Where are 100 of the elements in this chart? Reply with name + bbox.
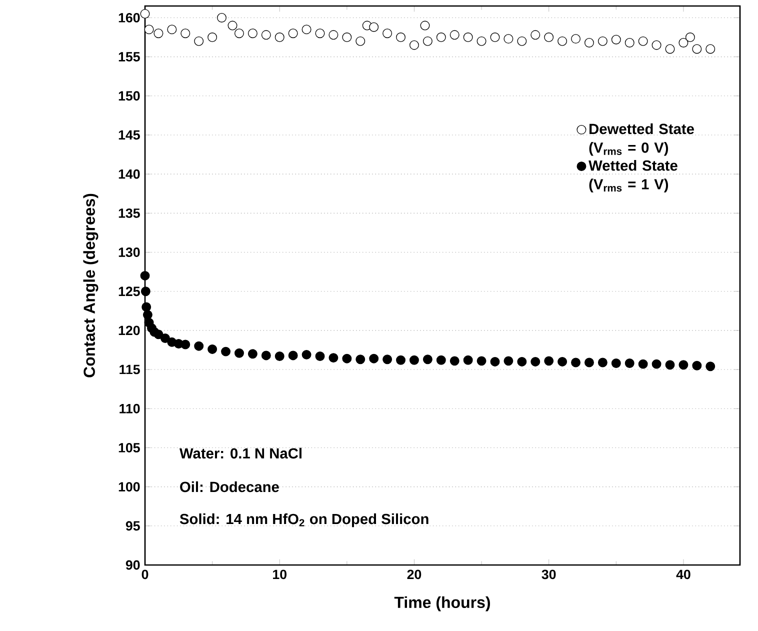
point [504,34,514,44]
y-tick-label: 155 [118,52,140,62]
y-tick-label: 105 [118,443,140,452]
point [490,356,500,366]
point [624,358,634,368]
point [420,20,430,30]
legend-label: Wetted State (V$_{rms}$ = 1 V) [588,160,678,192]
point [396,32,406,42]
point [154,330,164,340]
point [248,349,258,359]
point [234,28,244,38]
point [584,38,594,48]
point [571,34,580,44]
y-tick-label: 140 [118,169,140,179]
point [476,36,486,46]
y-tick-label: 150 [118,91,140,101]
point [140,286,150,296]
point [315,28,325,38]
point [685,32,695,42]
y-tick-label: 145 [118,130,140,140]
point [144,24,154,34]
point [706,44,716,54]
point [248,28,258,38]
point [409,355,419,365]
point [356,354,366,364]
point [342,32,352,42]
point [652,359,662,369]
point [422,354,432,364]
x-tick-label: 30 [542,570,556,580]
annotation: Solid: 14 nm HfO$_{2}$ on Doped Silicon [180,513,428,528]
point [611,358,621,368]
y-tick-label: 120 [118,326,140,336]
x-tick-label: 40 [676,570,690,580]
point [665,44,675,54]
point [228,20,238,30]
point [544,32,554,42]
y-tick-label: 135 [118,208,140,218]
point [221,346,231,356]
x-tick-label: 0 [142,570,148,580]
y-tick-label: 160 [118,13,140,22]
point [530,356,540,366]
point [598,358,608,368]
point [288,28,298,38]
point [450,356,460,366]
point [217,12,226,22]
x-axis-title: Time (hours) [394,596,490,612]
point [208,344,218,354]
y-tick-label: 125 [118,286,140,296]
point [611,34,621,44]
point [167,24,177,34]
point [450,30,460,40]
y-tick-label: 130 [118,248,140,257]
y-tick-label: 115 [120,364,140,374]
point [436,32,446,42]
point [476,356,486,366]
point [288,350,298,360]
point [382,354,392,364]
x-tick-label: 10 [273,570,286,580]
point [274,352,284,361]
point [692,44,702,54]
point [598,36,608,46]
y-tick-label: 95 [126,521,140,531]
y-tick-label: 110 [120,404,140,414]
point [544,356,554,366]
annotation: Water: 0.1 N NaCl [179,448,302,459]
point [517,36,527,46]
point [194,36,204,46]
point [665,360,675,370]
point [180,28,190,38]
point [142,302,152,312]
point [652,40,662,50]
point [234,348,244,358]
point [140,9,150,19]
point [261,30,271,40]
x-tick-label: 20 [407,570,422,580]
point [571,358,580,368]
point [328,30,338,40]
point [584,358,594,368]
point [140,270,150,280]
point [436,355,446,365]
point [558,36,568,46]
legend-label: Dewetted State (V$_{rms}$ = 0 V) [589,123,694,156]
point [274,32,284,42]
point [180,340,190,350]
point [382,28,392,38]
point [342,354,352,364]
point [328,353,338,363]
point [422,36,432,46]
point [315,352,325,361]
point [154,28,164,38]
y-tick-label: 90 [126,560,140,570]
point [302,24,312,34]
point [558,356,568,366]
point [678,360,688,370]
point [624,38,634,48]
y-axis-title: Contact Angle (degrees) [83,194,98,378]
point [490,32,500,42]
point [208,32,218,42]
point [706,362,716,372]
point [194,341,204,351]
